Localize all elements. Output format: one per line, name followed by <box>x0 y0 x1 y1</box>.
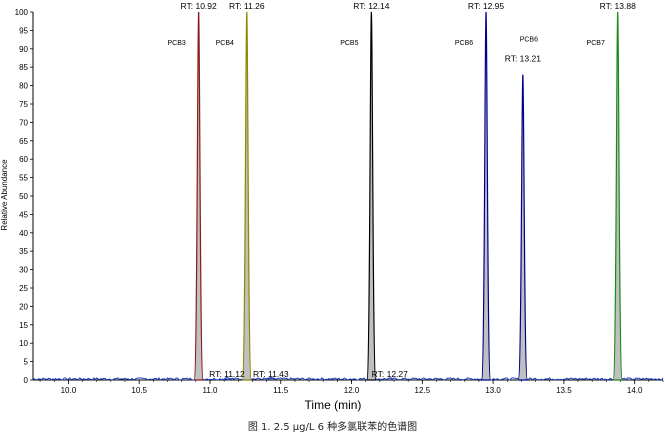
y-tick-label: 5 <box>24 358 29 367</box>
peak-rt-label: RT: 11.26 <box>229 1 265 11</box>
minor-peak-rt-label: RT: 12.27 <box>372 369 409 379</box>
x-tick-label: 11.0 <box>202 386 218 395</box>
peak-5 <box>517 74 528 381</box>
y-tick-label: 20 <box>19 302 28 311</box>
y-tick-label: 15 <box>19 321 28 330</box>
peak-compound-label: PCB6 <box>455 40 473 47</box>
y-tick-label: 85 <box>19 63 28 72</box>
y-axis-label: Relative Abundance <box>0 159 9 231</box>
x-tick-label: 10.0 <box>61 386 77 395</box>
x-tick-label: 12.5 <box>415 386 431 395</box>
minor-peak-rt-label: RT: 11.12 <box>209 369 245 379</box>
peak-rt-label: RT: 12.14 <box>353 1 390 11</box>
x-tick-label: 13.5 <box>556 386 572 395</box>
y-tick-label: 100 <box>15 8 29 17</box>
y-tick-label: 40 <box>19 229 28 238</box>
peak-compound-label: PCB6 <box>520 36 538 43</box>
peak-rt-label: RT: 10.92 <box>181 1 218 11</box>
peak-compound-label: PCB7 <box>587 40 605 47</box>
y-tick-label: 95 <box>19 26 28 35</box>
baseline-trace <box>32 377 664 381</box>
peak-1 <box>193 11 204 381</box>
x-tick-label: 12.0 <box>344 386 360 395</box>
y-tick-label: 45 <box>19 210 28 219</box>
peak-rt-label: RT: 12.95 <box>468 1 505 11</box>
peak-2 <box>241 11 252 381</box>
y-tick-label: 30 <box>19 266 28 275</box>
y-tick-label: 50 <box>19 192 28 201</box>
x-tick-label: 13.0 <box>485 386 501 395</box>
y-tick-label: 65 <box>19 137 28 146</box>
minor-peak <box>385 377 395 381</box>
y-tick-label: 55 <box>19 174 28 183</box>
y-tick-label: 70 <box>19 118 28 127</box>
peak-compound-label: PCB3 <box>167 40 185 47</box>
peak-4 <box>480 11 492 381</box>
y-tick-label: 90 <box>19 45 28 54</box>
minor-peak <box>266 376 276 381</box>
x-axis-label: Time (min) <box>305 398 362 412</box>
y-tick-label: 25 <box>19 284 28 293</box>
x-tick-label: 10.5 <box>131 386 147 395</box>
y-tick-label: 0 <box>24 376 29 385</box>
y-tick-label: 80 <box>19 82 28 91</box>
x-tick-label: 14.0 <box>627 386 643 395</box>
peak-6 <box>612 11 623 381</box>
peak-compound-label: PCB4 <box>216 40 234 47</box>
y-tick-label: 10 <box>19 339 28 348</box>
y-tick-label: 60 <box>19 155 28 164</box>
minor-peak <box>222 376 232 381</box>
figure-caption: 图 1. 2.5 µg/L 6 种多氯联苯的色谱图 <box>247 422 418 433</box>
y-tick-label: 35 <box>19 247 28 256</box>
chromatogram-chart: 0 5 10 15 20 25 30 35 40 45 50 55 60 65 70 75 80 85 90 95 10… <box>0 1 664 412</box>
x-tick-label: 11.5 <box>273 386 289 395</box>
minor-peak-rt-label: RT: 11.43 <box>253 369 289 379</box>
peak-rt-label: RT: 13.88 <box>600 1 637 11</box>
peak-3 <box>366 11 377 381</box>
y-tick-label: 75 <box>19 100 28 109</box>
peak-rt-label: RT: 13.21 <box>505 54 542 64</box>
peak-compound-label: PCB5 <box>340 40 358 47</box>
